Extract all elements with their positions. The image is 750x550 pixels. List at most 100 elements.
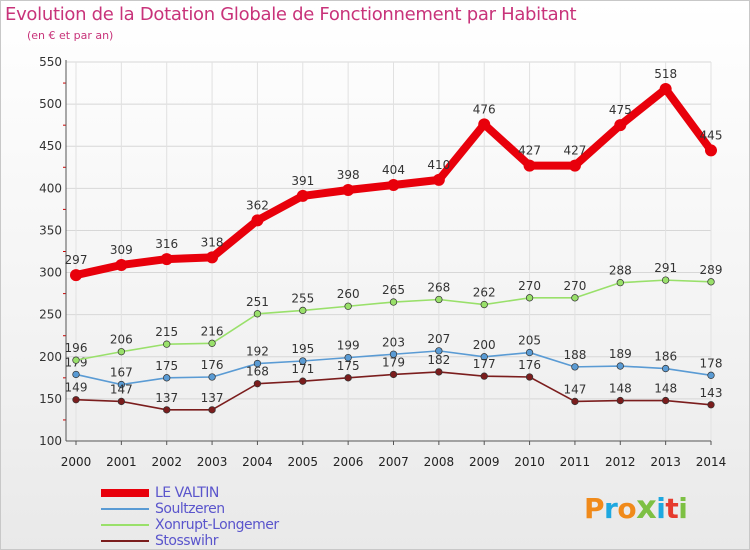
data-point-le-valtin <box>614 119 627 132</box>
data-point-stosswihr <box>389 370 398 379</box>
data-point-stosswihr <box>344 374 352 382</box>
data-point-stosswihr <box>525 373 534 381</box>
data-point-le-valtin <box>523 159 536 172</box>
data-point-soultzeren <box>525 348 534 357</box>
data-point-stosswihr <box>117 397 126 406</box>
data-point-xonrupt-longemer <box>435 295 443 304</box>
data-label-xonrupt-longemer: 291 <box>654 261 677 275</box>
data-label-xonrupt-longemer: 262 <box>473 286 496 300</box>
data-label-stosswihr: 137 <box>155 391 178 405</box>
data-label-le-valtin: 318 <box>201 235 224 249</box>
data-point-le-valtin <box>432 173 445 186</box>
data-point-stosswihr <box>208 406 216 414</box>
data-point-xonrupt-longemer <box>525 294 534 302</box>
x-tick-label: 2001 <box>106 455 137 469</box>
y-tick-label: 450 <box>39 139 62 153</box>
legend-item-stosswihr: Stosswihr <box>101 533 361 549</box>
data-point-xonrupt-longemer <box>72 356 80 364</box>
data-point-stosswihr <box>253 380 262 388</box>
data-point-xonrupt-longemer <box>117 348 126 356</box>
data-label-xonrupt-longemer: 270 <box>563 279 586 293</box>
data-label-xonrupt-longemer: 288 <box>609 264 632 278</box>
legend-item-le-valtin: LE VALTIN <box>101 485 361 501</box>
x-tick-label: 2000 <box>61 455 92 469</box>
data-point-soultzeren <box>117 380 126 389</box>
data-point-xonrupt-longemer <box>707 278 715 286</box>
chart-title: Evolution de la Dotation Globale de Fonc… <box>5 4 577 25</box>
data-point-soultzeren <box>208 373 216 381</box>
data-label-xonrupt-longemer: 215 <box>155 325 178 339</box>
chart-legend: LE VALTIN Soultzeren Xonrupt-Longemer Stoss… <box>101 485 361 549</box>
data-label-xonrupt-longemer: 206 <box>110 333 133 347</box>
data-label-soultzeren: 199 <box>337 339 360 353</box>
x-tick-label: 2004 <box>242 455 273 469</box>
legend-item-soultzeren: Soultzeren <box>101 501 361 517</box>
data-label-soultzeren: 195 <box>291 342 314 356</box>
data-point-xonrupt-longemer <box>163 340 171 348</box>
data-point-stosswihr <box>616 396 624 405</box>
data-label-soultzeren: 203 <box>382 335 405 349</box>
data-label-stosswihr: 148 <box>609 382 632 396</box>
data-point-soultzeren <box>661 364 670 373</box>
data-point-le-valtin <box>70 269 82 282</box>
data-label-le-valtin: 410 <box>427 158 450 172</box>
data-point-soultzeren <box>299 357 307 365</box>
data-point-le-valtin <box>478 118 491 131</box>
y-tick-label: 500 <box>39 97 62 111</box>
data-label-le-valtin: 391 <box>291 174 314 188</box>
data-point-le-valtin <box>115 258 128 271</box>
y-tick-label: 200 <box>39 350 62 364</box>
data-label-soultzeren: 189 <box>609 347 632 361</box>
data-point-stosswihr <box>571 397 579 406</box>
data-point-le-valtin <box>568 159 581 172</box>
data-point-soultzeren <box>571 363 579 371</box>
data-point-stosswihr <box>72 396 80 404</box>
x-tick-label: 2003 <box>197 455 228 469</box>
data-label-le-valtin: 427 <box>563 144 586 158</box>
data-label-le-valtin: 404 <box>382 163 405 177</box>
data-point-le-valtin <box>705 144 717 157</box>
data-label-soultzeren: 178 <box>700 356 723 370</box>
x-tick-label: 2009 <box>469 455 500 469</box>
data-label-le-valtin: 316 <box>155 237 178 251</box>
x-tick-label: 2002 <box>151 455 182 469</box>
data-point-soultzeren <box>344 353 352 362</box>
legend-swatch <box>101 508 149 510</box>
data-label-le-valtin: 309 <box>110 243 133 257</box>
data-point-le-valtin <box>342 184 355 197</box>
data-label-soultzeren: 186 <box>654 350 677 364</box>
data-point-stosswihr <box>299 377 307 385</box>
y-tick-label: 100 <box>39 434 62 448</box>
data-point-xonrupt-longemer <box>616 279 624 287</box>
data-label-xonrupt-longemer: 216 <box>201 324 224 338</box>
data-label-stosswihr: 148 <box>654 382 677 396</box>
chart-subtitle: (en € et par an) <box>27 29 114 42</box>
data-label-xonrupt-longemer: 251 <box>246 295 269 309</box>
data-label-stosswihr: 137 <box>201 391 224 405</box>
data-label-le-valtin: 475 <box>609 103 632 117</box>
data-label-soultzeren: 200 <box>473 338 496 352</box>
x-tick-label: 2014 <box>696 455 727 469</box>
data-label-le-valtin: 362 <box>246 198 269 212</box>
data-point-xonrupt-longemer <box>661 276 670 284</box>
data-point-le-valtin <box>659 82 672 95</box>
data-point-soultzeren <box>253 359 262 368</box>
data-label-soultzeren: 167 <box>110 366 133 380</box>
x-tick-label: 2008 <box>424 455 455 469</box>
data-point-stosswihr <box>707 401 715 409</box>
data-label-xonrupt-longemer: 265 <box>382 283 405 297</box>
legend-label: Soultzeren <box>155 501 225 517</box>
y-tick-label: 550 <box>39 55 62 69</box>
data-label-soultzeren: 176 <box>201 358 224 372</box>
data-label-xonrupt-longemer: 255 <box>291 291 314 305</box>
x-tick-label: 2013 <box>650 455 681 469</box>
data-label-xonrupt-longemer: 268 <box>427 281 450 295</box>
data-point-stosswihr <box>435 368 443 376</box>
data-point-le-valtin <box>296 189 309 202</box>
data-label-stosswihr: 147 <box>110 382 133 396</box>
x-tick-label: 2005 <box>288 455 319 469</box>
data-label-soultzeren: 205 <box>518 334 541 348</box>
legend-label: Stosswihr <box>155 533 219 549</box>
data-label-stosswihr: 175 <box>337 359 360 373</box>
data-label-stosswihr: 147 <box>563 382 586 396</box>
